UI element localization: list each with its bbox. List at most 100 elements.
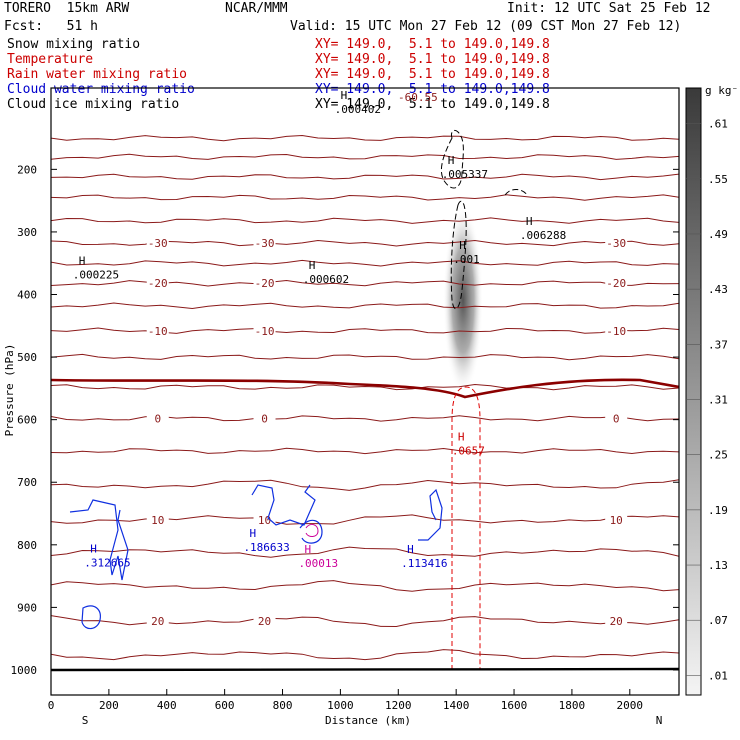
- x-tick-label: 800: [273, 699, 293, 712]
- max-value-label: .000225: [73, 269, 119, 282]
- cloud-water-contour-5: [299, 519, 323, 544]
- cloud-ice-contour: [305, 523, 319, 537]
- isotherm-label-bg: [146, 324, 169, 337]
- max-value-label: .312665: [84, 556, 130, 569]
- snow-core: [443, 205, 483, 395]
- max-value-label: .000402: [335, 103, 381, 116]
- max-marker-h: H: [90, 542, 97, 555]
- x-axis-label: Distance (km): [325, 714, 411, 727]
- isotherm-label-bg: [146, 277, 169, 290]
- max-marker-h: H: [407, 543, 414, 556]
- max-value-label: .00013: [298, 557, 338, 570]
- y-tick-label: 600: [17, 414, 37, 427]
- y-tick-label: 800: [17, 539, 37, 552]
- surface-line: [50, 667, 680, 672]
- max-value-label: .113416: [401, 557, 447, 570]
- cloud-water-contour-3: [251, 484, 316, 526]
- isotherm: [51, 134, 679, 142]
- isotherm: [51, 279, 679, 287]
- isotherm: [51, 580, 679, 592]
- x-tick-label: 1400: [443, 699, 470, 712]
- colorbar-label: .01: [708, 669, 728, 682]
- isotherm-label: 0: [261, 412, 268, 425]
- isotherm-label: -30: [255, 237, 275, 250]
- top-isotherm-label: -60.55: [398, 91, 438, 104]
- isotherm: [51, 415, 679, 422]
- isotherm: [51, 546, 679, 558]
- isotherm-label-bg: [146, 615, 169, 628]
- y-tick-label: 700: [17, 476, 37, 489]
- colorbar-label: .31: [708, 394, 728, 407]
- x-tick-label: 600: [215, 699, 235, 712]
- isotherm-label: 20: [610, 615, 623, 628]
- legend-cloudice-label: Cloud ice mixing ratio: [7, 97, 180, 112]
- isotherm-label-bg: [146, 412, 169, 425]
- isotherm: [51, 194, 679, 201]
- max-marker-h: H: [526, 215, 533, 228]
- x-tick-label: 1000: [327, 699, 354, 712]
- isotherm: [51, 302, 679, 310]
- max-value-label: .006288: [520, 229, 566, 242]
- colorbar-label: .19: [708, 504, 728, 517]
- colorbar-label: .25: [708, 449, 728, 462]
- isotherm-label: -30: [606, 237, 626, 250]
- isotherm-label: -20: [148, 277, 168, 290]
- max-marker-h: H: [459, 239, 466, 252]
- max-value-label: .0657: [452, 444, 485, 457]
- isotherm: [51, 447, 679, 455]
- model-title: TORERO 15km ARW: [4, 1, 130, 16]
- isotherm-label-bg: [253, 513, 276, 526]
- x-tick-label: 1800: [559, 699, 586, 712]
- x-tick-label: 400: [157, 699, 177, 712]
- isotherm-label-bg: [253, 615, 276, 628]
- max-marker-h: H: [304, 543, 311, 556]
- isotherm-label: 10: [151, 514, 164, 527]
- isotherm: [51, 383, 679, 391]
- rain-water-contour: [451, 386, 481, 670]
- legend-snow-range: XY= 149.0, 5.1 to 149.0,149.8: [315, 37, 550, 52]
- isotherm: [51, 173, 679, 181]
- isotherm: [51, 153, 679, 160]
- valid-time: Valid: 15 UTC Mon 27 Feb 12 (09 CST Mon …: [290, 19, 682, 34]
- isotherm: [51, 514, 679, 525]
- colorbar-label: .61: [708, 118, 728, 131]
- freezing-level: [51, 378, 679, 399]
- max-marker-h: H: [249, 527, 256, 540]
- colorbar-label: .13: [708, 559, 728, 572]
- isotherm-label-bg: [605, 237, 628, 250]
- max-marker-h: H: [341, 89, 348, 102]
- colorbar-unit: g kg⁻¹: [705, 84, 740, 97]
- isotherm-label-bg: [146, 237, 169, 250]
- isotherm-label: 0: [154, 412, 161, 425]
- isotherm-label-bg: [605, 513, 628, 526]
- cloud-water-contour-1: [69, 499, 129, 581]
- colorbar-label: .55: [708, 173, 728, 186]
- x-axis-south-label: S: [82, 714, 89, 727]
- max-value-label: .000602: [303, 273, 349, 286]
- isotherm-label-bg: [146, 513, 169, 526]
- colorbar: [685, 87, 702, 696]
- y-tick-label: 300: [17, 226, 37, 239]
- isotherm: [51, 615, 679, 628]
- y-tick-label: 200: [17, 163, 37, 176]
- snow-contour-core: [450, 200, 467, 310]
- y-tick-label: 500: [17, 351, 37, 364]
- isotherm: [51, 239, 679, 247]
- isotherm: [51, 353, 679, 361]
- x-tick-label: 1600: [501, 699, 528, 712]
- max-value-label: .186633: [243, 541, 289, 554]
- y-tick-label: 900: [17, 601, 37, 614]
- legend-rain-label: Rain water mixing ratio: [7, 67, 188, 82]
- org-label: NCAR/MMM: [225, 1, 288, 16]
- x-tick-label: 200: [99, 699, 119, 712]
- max-value-label: .005337: [442, 168, 488, 181]
- isotherm-label-bg: [253, 277, 276, 290]
- legend-temp-label: Temperature: [7, 52, 94, 67]
- snow-contour-upper: [440, 129, 464, 189]
- legend-cloudwater-label: Cloud water mixing ratio: [7, 82, 195, 97]
- isotherm: [51, 479, 679, 491]
- legend-cloudwater-range: XY= 149.0, 5.1 to 149.0,149.8: [315, 82, 550, 97]
- init-time: Init: 12 UTC Sat 25 Feb 12: [507, 1, 711, 16]
- isotherm-label: 20: [258, 615, 271, 628]
